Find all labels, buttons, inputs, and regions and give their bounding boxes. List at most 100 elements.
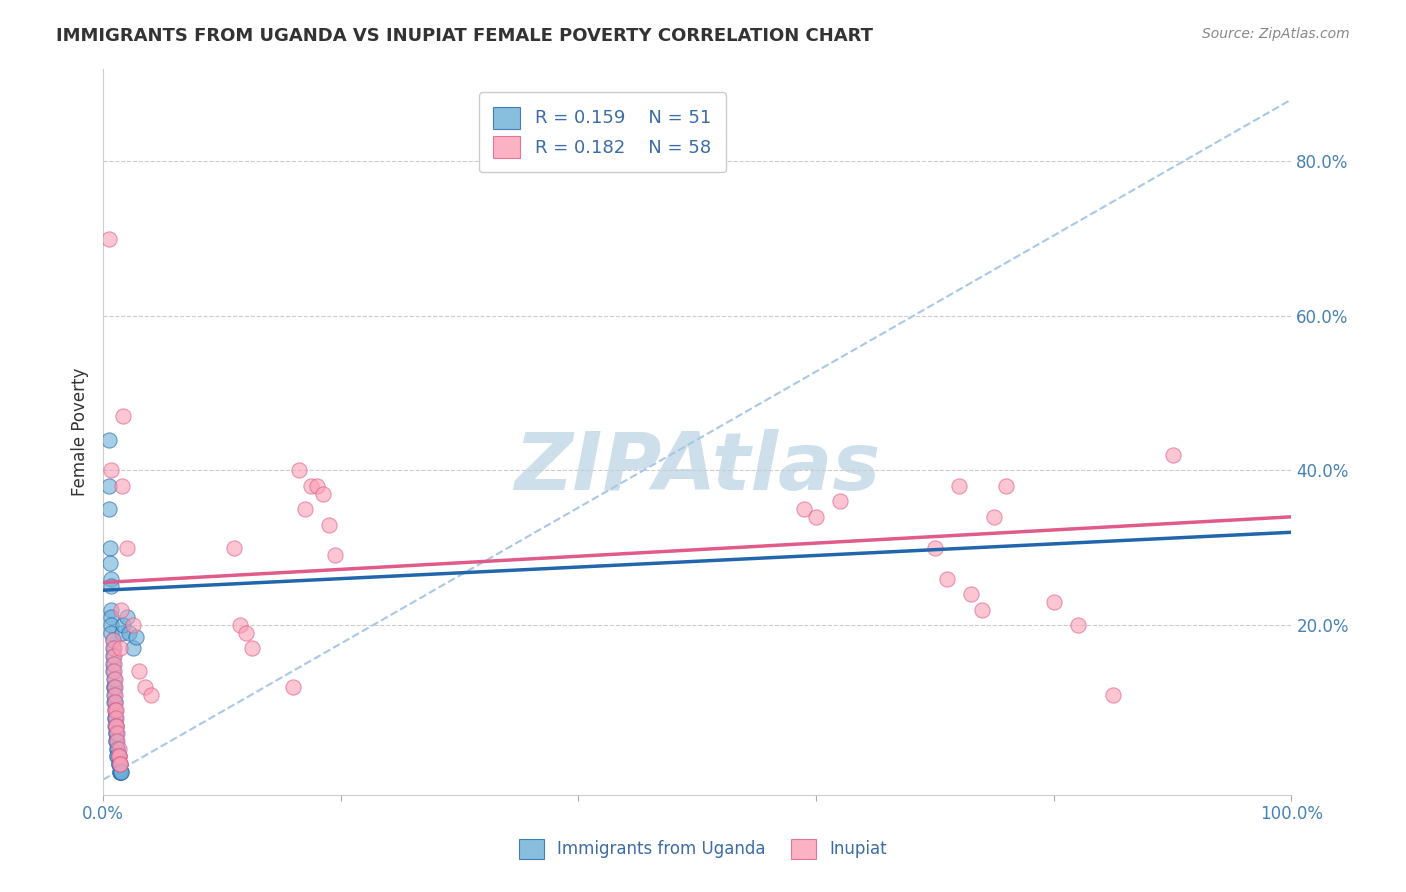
Point <box>101 665 124 679</box>
Point <box>103 672 125 686</box>
Point <box>804 509 827 524</box>
Point <box>118 625 141 640</box>
Point <box>108 641 131 656</box>
Point <box>104 695 127 709</box>
Point <box>110 764 132 779</box>
Point <box>98 541 121 555</box>
Point <box>793 502 815 516</box>
Point <box>112 618 135 632</box>
Point <box>104 672 127 686</box>
Point <box>100 618 122 632</box>
Point <box>105 749 128 764</box>
Point <box>112 409 135 424</box>
Point <box>101 657 124 671</box>
Point <box>107 757 129 772</box>
Point <box>1066 618 1088 632</box>
Point <box>103 657 125 671</box>
Point <box>104 680 127 694</box>
Point <box>103 641 125 656</box>
Point <box>104 703 127 717</box>
Point <box>959 587 981 601</box>
Point <box>110 602 132 616</box>
Point <box>312 486 335 500</box>
Y-axis label: Female Poverty: Female Poverty <box>72 368 89 496</box>
Point <box>104 688 127 702</box>
Point <box>100 572 122 586</box>
Point <box>107 741 129 756</box>
Point <box>108 764 131 779</box>
Point <box>111 625 134 640</box>
Point <box>100 579 122 593</box>
Point <box>972 602 994 616</box>
Point <box>98 502 121 516</box>
Point <box>103 648 125 663</box>
Point <box>948 479 970 493</box>
Point <box>105 726 128 740</box>
Point <box>105 718 128 732</box>
Point <box>105 734 128 748</box>
Point <box>104 711 127 725</box>
Point <box>103 688 125 702</box>
Point <box>101 633 124 648</box>
Point <box>105 726 128 740</box>
Point <box>105 718 128 732</box>
Point <box>105 734 128 748</box>
Point <box>100 610 122 624</box>
Point <box>229 618 252 632</box>
Point <box>107 757 129 772</box>
Legend: Immigrants from Uganda, Inupiat: Immigrants from Uganda, Inupiat <box>512 832 894 866</box>
Point <box>323 549 346 563</box>
Point <box>103 680 125 694</box>
Point <box>828 494 851 508</box>
Point <box>107 749 129 764</box>
Point <box>134 680 156 694</box>
Point <box>125 630 148 644</box>
Point <box>1161 448 1184 462</box>
Point <box>222 541 245 555</box>
Point <box>104 718 127 732</box>
Point <box>115 541 138 555</box>
Point <box>1102 688 1125 702</box>
Point <box>101 641 124 656</box>
Point <box>105 711 128 725</box>
Point <box>108 757 131 772</box>
Point <box>105 726 128 740</box>
Point <box>107 757 129 772</box>
Text: Source: ZipAtlas.com: Source: ZipAtlas.com <box>1202 27 1350 41</box>
Point <box>107 749 129 764</box>
Point <box>105 718 128 732</box>
Point <box>104 711 127 725</box>
Point <box>98 433 121 447</box>
Point <box>110 764 132 779</box>
Point <box>103 680 125 694</box>
Point <box>108 757 131 772</box>
Point <box>107 749 129 764</box>
Point <box>1042 595 1064 609</box>
Point <box>139 688 162 702</box>
Point <box>128 665 150 679</box>
Text: IMMIGRANTS FROM UGANDA VS INUPIAT FEMALE POVERTY CORRELATION CHART: IMMIGRANTS FROM UGANDA VS INUPIAT FEMALE… <box>56 27 873 45</box>
Point <box>294 502 316 516</box>
Point <box>105 703 128 717</box>
Point <box>100 463 122 477</box>
Point <box>101 633 124 648</box>
Point <box>995 479 1018 493</box>
Point <box>101 648 124 663</box>
Point <box>100 625 122 640</box>
Point <box>98 479 121 493</box>
Point <box>235 625 257 640</box>
Point <box>98 231 121 245</box>
Text: ZIPAtlas: ZIPAtlas <box>515 429 880 508</box>
Point <box>115 610 138 624</box>
Point <box>104 695 127 709</box>
Point <box>121 618 143 632</box>
Point <box>105 749 128 764</box>
Point <box>104 703 127 717</box>
Point <box>108 764 131 779</box>
Point <box>288 463 311 477</box>
Point <box>108 764 131 779</box>
Point <box>103 665 125 679</box>
Point <box>924 541 946 555</box>
Legend: R = 0.159    N = 51, R = 0.182    N = 58: R = 0.159 N = 51, R = 0.182 N = 58 <box>479 92 725 172</box>
Point <box>983 509 1005 524</box>
